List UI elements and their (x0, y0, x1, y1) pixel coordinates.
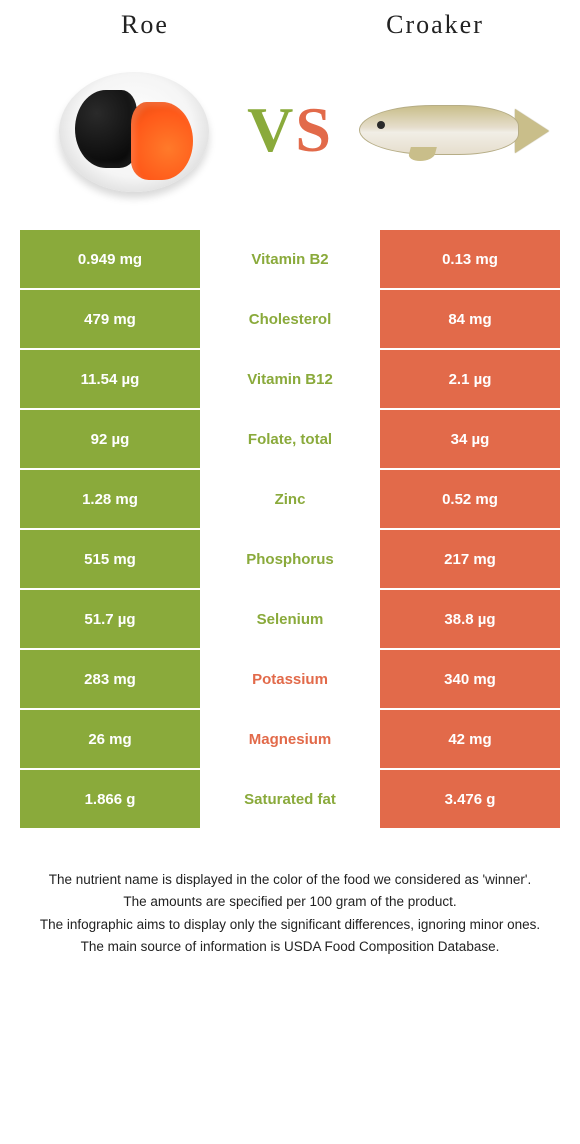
left-value: 283 mg (20, 650, 200, 708)
nutrient-label: Magnesium (200, 710, 380, 768)
footer-notes: The nutrient name is displayed in the co… (0, 830, 580, 989)
croaker-image (343, 85, 555, 175)
title-right: Croaker (320, 10, 550, 40)
footer-line: The amounts are specified per 100 gram o… (30, 892, 550, 912)
table-row: 479 mgCholesterol84 mg (20, 290, 560, 348)
nutrient-label: Phosphorus (200, 530, 380, 588)
left-value: 1.28 mg (20, 470, 200, 528)
nutrient-label: Saturated fat (200, 770, 380, 828)
footer-line: The main source of information is USDA F… (30, 937, 550, 957)
table-row: 515 mgPhosphorus217 mg (20, 530, 560, 588)
table-row: 1.28 mgZinc0.52 mg (20, 470, 560, 528)
nutrient-label: Folate, total (200, 410, 380, 468)
nutrient-label: Cholesterol (200, 290, 380, 348)
table-row: 26 mgMagnesium42 mg (20, 710, 560, 768)
table-row: 283 mgPotassium340 mg (20, 650, 560, 708)
table-row: 92 µgFolate, total34 µg (20, 410, 560, 468)
right-value: 0.52 mg (380, 470, 560, 528)
left-value: 1.866 g (20, 770, 200, 828)
left-value: 0.949 mg (20, 230, 200, 288)
nutrient-label: Potassium (200, 650, 380, 708)
table-row: 1.866 gSaturated fat3.476 g (20, 770, 560, 828)
left-value: 479 mg (20, 290, 200, 348)
nutrient-label: Zinc (200, 470, 380, 528)
left-value: 26 mg (20, 710, 200, 768)
title-left: Roe (30, 10, 260, 40)
nutrient-label: Vitamin B12 (200, 350, 380, 408)
nutrient-label: Selenium (200, 590, 380, 648)
table-row: 11.54 µgVitamin B122.1 µg (20, 350, 560, 408)
left-value: 51.7 µg (20, 590, 200, 648)
left-value: 11.54 µg (20, 350, 200, 408)
images-row: VS (0, 40, 580, 230)
right-value: 38.8 µg (380, 590, 560, 648)
right-value: 0.13 mg (380, 230, 560, 288)
left-value: 515 mg (20, 530, 200, 588)
table-row: 51.7 µgSelenium38.8 µg (20, 590, 560, 648)
right-value: 42 mg (380, 710, 560, 768)
right-value: 3.476 g (380, 770, 560, 828)
table-row: 0.949 mgVitamin B20.13 mg (20, 230, 560, 288)
right-value: 34 µg (380, 410, 560, 468)
right-value: 84 mg (380, 290, 560, 348)
vs-v: V (247, 94, 295, 165)
nutrient-label: Vitamin B2 (200, 230, 380, 288)
right-value: 217 mg (380, 530, 560, 588)
vs-label: VS (247, 93, 333, 167)
left-value: 92 µg (20, 410, 200, 468)
right-value: 340 mg (380, 650, 560, 708)
nutrition-table: 0.949 mgVitamin B20.13 mg479 mgCholester… (0, 230, 580, 828)
footer-line: The infographic aims to display only the… (30, 915, 550, 935)
vs-s: S (295, 94, 333, 165)
roe-image (25, 60, 237, 200)
header: Roe Croaker (0, 0, 580, 40)
right-value: 2.1 µg (380, 350, 560, 408)
footer-line: The nutrient name is displayed in the co… (30, 870, 550, 890)
